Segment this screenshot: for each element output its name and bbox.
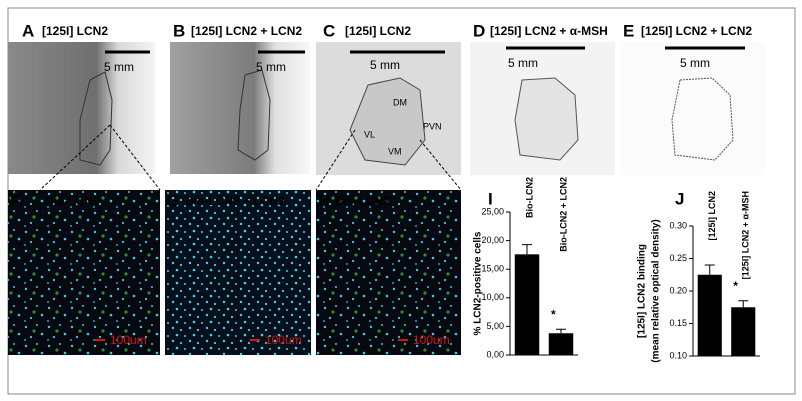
bar [731,307,756,356]
panel-title: [125I] LCN2 + α-MSH [490,24,608,38]
panel-letter: G [166,191,179,210]
scale-label: 5 mm [508,56,538,70]
panel-letter: B [173,21,185,40]
outline [237,69,271,161]
outline [349,77,426,166]
image [165,190,311,355]
image [8,42,155,174]
outline [514,77,579,161]
scale-label: 5 mm [256,60,286,74]
annotation: * [551,307,556,321]
panel-letter: A [22,21,34,40]
panel-letter: D [473,21,485,40]
panel-title: Bio-LCN2 + LCN2 [185,194,285,208]
zoom-line [315,129,356,191]
panel-title: [125I] LCN2 + LCN2 [191,24,302,38]
y-tick-label: 25,00 [481,206,504,216]
y-tick-label: 5,00 [486,321,504,331]
y-tick-label: 15,00 [481,264,504,274]
image [8,190,160,355]
outline [79,71,113,166]
error-bar [704,264,715,275]
y-tick-label: 0.20 [669,285,687,295]
category-label: Bio-LCN2 [524,177,534,218]
y-tick-label: 0,00 [486,349,504,359]
panel-letter: I [488,189,493,208]
panel-title: [125I] LCN2 [42,24,108,38]
zoom-line [419,139,462,191]
y-axis-label: % LCN2-positive cells [473,231,484,335]
region-label: VM [388,146,402,156]
y-tick-label: 0.30 [669,220,687,230]
bar [697,274,722,356]
panel-letter: C [323,21,335,40]
category-label: Bio-LCN2 + LCN2 [558,177,568,252]
image [620,42,765,175]
y-tick-label: 20,00 [481,235,504,245]
scale-label: 5 mm [370,58,400,72]
y-tick-label: 0.15 [669,318,687,328]
y-tick-label: 10,00 [481,292,504,302]
error-bar [738,300,749,308]
panel-title: Bio-LCN2 [45,194,100,208]
y-tick-label: 0.10 [669,350,687,360]
bar [514,254,540,355]
zoom-line [39,124,111,191]
annotation: * [733,279,738,293]
region-label: PVN [423,121,442,131]
error-bar [556,328,566,334]
y-axis-label: [125I] LCN2 binding [637,244,648,338]
panel-title: [125I] LCN2 + LCN2 [641,24,752,38]
panel-letter: E [623,21,634,40]
outline [671,77,734,161]
image [316,190,461,355]
region-label: VL [364,129,375,139]
scale-label: 100um [265,333,302,347]
error-bar [522,244,532,255]
y-tick-label: 0.25 [669,253,687,263]
category-label: [125I] LCN2 + α-MSH [741,191,751,279]
scale-label: 100um [110,333,147,347]
panel-letter: J [675,189,684,208]
scale-label: 100um [413,333,450,347]
zoom-line [109,124,161,191]
y-axis-label: (mean relative optical density) [651,219,662,362]
region-label: DM [393,97,407,107]
scale-label: 5 mm [680,56,710,70]
scale-label: 5 mm [104,60,134,74]
panel-title: [125I] LCN2 [345,24,411,38]
panel-title: Bio-LCN2 [335,194,390,208]
bar [548,333,574,355]
category-label: [125I] LCN2 [707,191,717,241]
panel-letter: F [10,191,20,210]
panel-letter: H [318,191,330,210]
